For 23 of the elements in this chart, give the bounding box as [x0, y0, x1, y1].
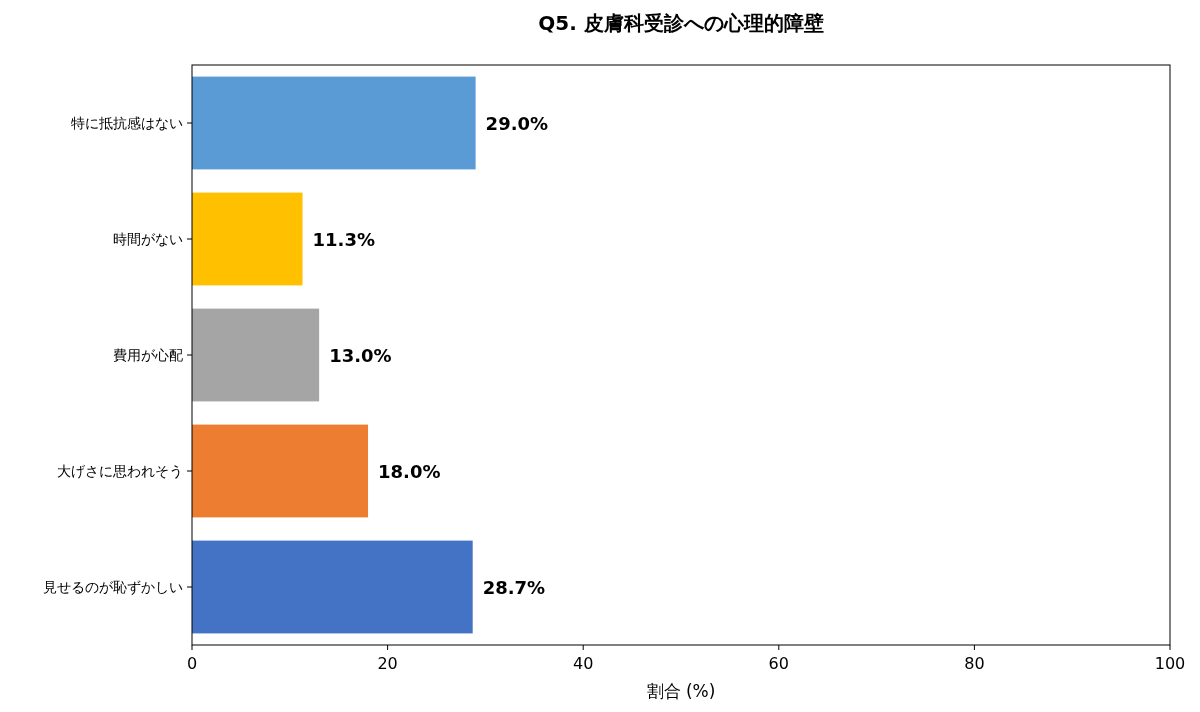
y-tick-label: 特に抵抗感はない — [71, 115, 183, 131]
x-tick-label: 40 — [573, 654, 594, 673]
x-axis-title: 割合 (%) — [646, 681, 716, 701]
data-label: 29.0% — [485, 112, 549, 134]
bar — [192, 192, 303, 286]
x-tick-label: 60 — [768, 654, 789, 673]
x-tick-label: 0 — [186, 654, 198, 673]
x-tick-label: 100 — [1154, 654, 1186, 673]
y-tick-label: 時間がない — [113, 231, 183, 247]
y-tick-label: 費用が心配 — [113, 347, 183, 363]
y-tick-label: 大げさに思われそう — [57, 463, 183, 479]
x-tick-label: 20 — [377, 654, 398, 673]
data-label: 13.0% — [329, 344, 392, 366]
y-tick-label: 見せるのが恥ずかしい — [43, 579, 183, 595]
bar — [192, 540, 473, 634]
chart-title: Q5. 皮膚科受診への心理的障壁 — [538, 11, 824, 35]
data-label: 11.3% — [312, 228, 375, 250]
bar — [192, 76, 476, 170]
data-label: 18.0% — [378, 460, 441, 482]
bar — [192, 308, 320, 402]
x-tick-label: 80 — [964, 654, 985, 673]
bar — [192, 424, 369, 518]
data-label: 28.7% — [482, 576, 546, 598]
